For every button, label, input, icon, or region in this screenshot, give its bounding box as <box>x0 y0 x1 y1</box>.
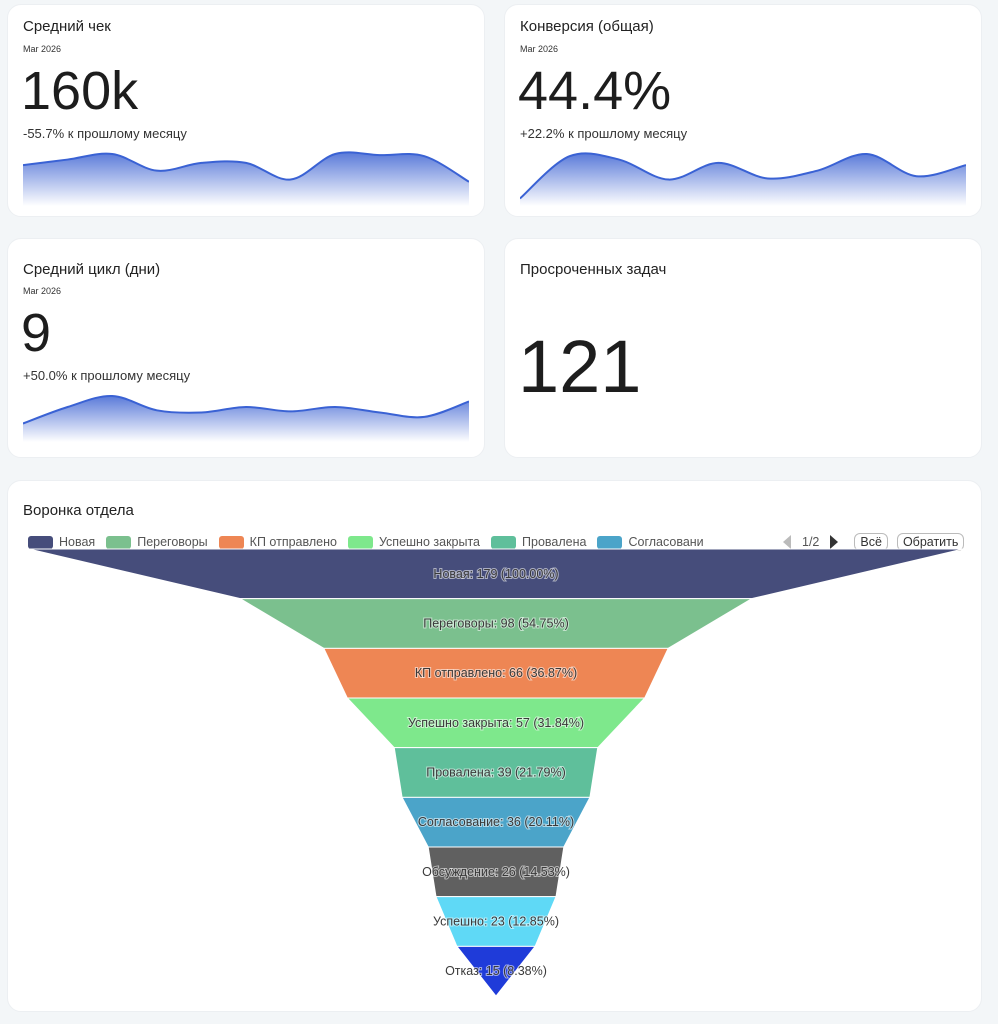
card-delta: +50.0% к прошлому месяцу <box>23 368 191 383</box>
legend-label: Новая <box>59 535 96 549</box>
funnel-segment <box>28 548 964 600</box>
legend-button[interactable]: Обратить <box>896 533 965 551</box>
card-value: 9 <box>21 303 52 363</box>
legend-swatch <box>491 535 517 549</box>
sparkline-area <box>520 153 966 206</box>
funnel-segment <box>393 747 599 798</box>
legend-swatch <box>106 535 132 549</box>
sparkline-line <box>23 151 469 183</box>
sparkline-area <box>23 152 469 206</box>
legend-swatch <box>347 535 373 549</box>
funnel-segment <box>323 647 669 699</box>
funnel-segment <box>346 697 646 749</box>
card-title: Конверсия (общая) <box>520 18 654 35</box>
sparkline-line <box>520 152 966 200</box>
funnel-label: Переговоры: 98 (54.75%) <box>423 617 569 631</box>
funnel-label: Успешно: 23 (12.85%) <box>433 915 559 929</box>
card: Средний чек Mar 2026 160k -55.7% к прошл… <box>7 4 485 217</box>
legend-item[interactable]: КП отправлено <box>218 535 337 549</box>
legend-items: Новая Переговоры КП отправлено Успешно закр… <box>28 535 778 549</box>
funnel-chart: Новая: 179 (100.00%) Переговоры: 98 (54.7… <box>28 548 964 997</box>
card: Конверсия (общая) Mar 2026 44.4% +22.2% … <box>504 4 982 217</box>
legend-item[interactable]: Согласовани <box>597 535 704 549</box>
funnel-label: Новая: 179 (100.00%) <box>433 567 558 581</box>
funnel-segment <box>401 796 591 848</box>
legend-item[interactable]: Переговоры <box>106 535 208 549</box>
sparkline-area <box>23 395 469 442</box>
card-value: 121 <box>518 325 642 408</box>
legend-label: Согласовани <box>628 535 704 549</box>
card-period: Mar 2026 <box>23 286 62 296</box>
legend-label: Провалена <box>522 535 587 549</box>
legend-label: КП отправлено <box>249 535 337 549</box>
card-value: 44.4% <box>518 61 672 121</box>
funnel-segment <box>455 945 537 997</box>
legend-button[interactable]: Всё <box>854 533 888 551</box>
funnel-segment <box>238 598 754 649</box>
legend-swatch <box>218 535 244 549</box>
sparkline <box>520 152 966 206</box>
legend-item[interactable]: Провалена <box>491 535 586 549</box>
legend-item[interactable]: Новая <box>28 535 95 549</box>
funnel-card: Воронка отдела Новая Переговоры КП отправл… <box>7 480 982 1012</box>
funnel-segment <box>435 896 557 947</box>
card: Средний цикл (дни) Mar 2026 9 +50.0% к п… <box>7 238 485 458</box>
legend-label: Успешно закрыта <box>378 535 481 549</box>
legend-next[interactable] <box>829 535 839 549</box>
legend: Новая Переговоры КП отправлено Успешно закр… <box>28 533 965 551</box>
legend-label: Переговоры <box>137 535 208 549</box>
legend-swatch <box>597 535 623 549</box>
card: Просроченных задач 121 <box>504 238 982 458</box>
card-delta: +22.2% к прошлому месяцу <box>520 126 688 141</box>
legend-page: 1/2 <box>802 535 820 549</box>
sparkline-line <box>23 394 469 425</box>
funnel-label: Согласование: 36 (20.11%) <box>418 815 574 829</box>
card-title: Просроченных задач <box>520 261 667 278</box>
legend-prev[interactable] <box>782 535 792 549</box>
legend-swatch <box>28 535 53 549</box>
funnel-label: Успешно закрыта: 57 (31.84%) <box>408 716 584 730</box>
card-value: 160k <box>21 61 139 121</box>
sparkline <box>23 151 469 206</box>
funnel-label: Провалена: 39 (21.79%) <box>426 766 565 780</box>
card-period: Mar 2026 <box>23 44 62 54</box>
card-title: Средний чек <box>23 18 111 35</box>
funnel-label: Отказ: 15 (8.38%) <box>445 964 547 978</box>
legend-item[interactable]: Успешно закрыта <box>347 535 481 549</box>
sparkline <box>23 394 469 442</box>
funnel-label: КП отправлено: 66 (36.87%) <box>415 666 577 680</box>
funnel-title: Воронка отдела <box>23 502 134 519</box>
card-delta: -55.7% к прошлому месяцу <box>23 126 187 141</box>
card-title: Средний цикл (дни) <box>23 261 161 278</box>
card-period: Mar 2026 <box>520 44 559 54</box>
funnel-segment <box>427 846 565 898</box>
funnel-label: Обсуждение: 26 (14.53%) <box>422 865 570 879</box>
